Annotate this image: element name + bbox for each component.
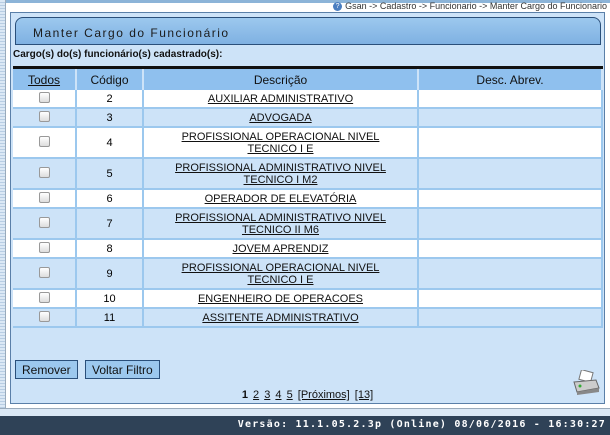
row-descricao-link[interactable]: PROFISSIONAL OPERACIONAL NIVEL TECNICO I… xyxy=(181,261,380,286)
row-descricao-link[interactable]: AUXILIAR ADMINISTRATIVO xyxy=(207,92,354,105)
page-title: Manter Cargo do Funcionário xyxy=(15,17,601,45)
row-checkbox[interactable] xyxy=(38,191,50,203)
row-codigo: 10 xyxy=(77,290,144,309)
row-abrev xyxy=(419,290,603,309)
row-checkbox[interactable] xyxy=(38,266,50,278)
row-descricao-link[interactable]: JOVEM APRENDIZ xyxy=(232,242,329,255)
row-codigo: 7 xyxy=(77,209,144,240)
row-abrev xyxy=(419,190,603,209)
row-abrev xyxy=(419,209,603,240)
row-codigo: 5 xyxy=(77,159,144,190)
row-abrev xyxy=(419,109,603,128)
row-checkbox[interactable] xyxy=(38,110,50,122)
select-all-link[interactable]: Todos xyxy=(27,72,61,87)
version-footer: Versão: 11.1.05.2.3p (Online) 08/06/2016… xyxy=(0,416,610,435)
row-descricao-link[interactable]: PROFISSIONAL ADMINISTRATIVO NIVEL TECNIC… xyxy=(175,211,386,236)
table-row: 8 JOVEM APRENDIZ xyxy=(13,240,603,259)
table-row: 3 ADVOGADA xyxy=(13,109,603,128)
pagination: 1 2 3 4 5 [Próximos] [13] xyxy=(11,389,604,401)
breadcrumb: ? Gsan -> Cadastro -> Funcionario -> Mant… xyxy=(333,1,607,11)
printer-icon[interactable] xyxy=(571,370,601,396)
table-row: 2 AUXILIAR ADMINISTRATIVO xyxy=(13,90,603,109)
row-codigo: 8 xyxy=(77,240,144,259)
row-checkbox[interactable] xyxy=(38,291,50,303)
row-descricao-link[interactable]: OPERADOR DE ELEVATÓRIA xyxy=(204,192,357,205)
col-abrev: Desc. Abrev. xyxy=(419,69,603,90)
row-abrev xyxy=(419,128,603,159)
row-codigo: 2 xyxy=(77,90,144,109)
row-codigo: 6 xyxy=(77,190,144,209)
row-abrev xyxy=(419,90,603,109)
page-link[interactable]: 4 xyxy=(275,389,282,401)
help-icon[interactable]: ? xyxy=(333,1,343,11)
row-codigo: 3 xyxy=(77,109,144,128)
row-checkbox[interactable] xyxy=(38,216,50,228)
row-abrev xyxy=(419,240,603,259)
col-descricao: Descrição xyxy=(144,69,419,90)
main-panel: Manter Cargo do Funcionário Cargo(s) do(… xyxy=(10,12,605,404)
list-subtitle: Cargo(s) do(s) funcionário(s) cadastrado… xyxy=(13,49,223,60)
row-codigo: 4 xyxy=(77,128,144,159)
cargo-table: Todos Código Descrição Desc. Abrev. 2 AU… xyxy=(13,66,603,328)
row-checkbox[interactable] xyxy=(38,91,50,103)
left-menu-bar xyxy=(0,0,6,408)
row-abrev xyxy=(419,259,603,290)
table-row: 7 PROFISSIONAL ADMINISTRATIVO NIVEL TECN… xyxy=(13,209,603,240)
row-codigo: 11 xyxy=(77,309,144,328)
table-row: 11 ASSITENTE ADMINISTRATIVO xyxy=(13,309,603,328)
row-descricao-link[interactable]: ASSITENTE ADMINISTRATIVO xyxy=(202,311,359,324)
last-page-link[interactable]: [13] xyxy=(354,389,374,401)
row-abrev xyxy=(419,159,603,190)
breadcrumb-text: Gsan -> Cadastro -> Funcionario -> Mante… xyxy=(345,1,607,11)
table-row: 9 PROFISSIONAL OPERACIONAL NIVEL TECNICO… xyxy=(13,259,603,290)
page-current: 1 xyxy=(241,389,248,401)
page-link[interactable]: 3 xyxy=(264,389,271,401)
row-checkbox[interactable] xyxy=(38,166,50,178)
row-checkbox[interactable] xyxy=(38,241,50,253)
row-descricao-link[interactable]: PROFISSIONAL OPERACIONAL NIVEL TECNICO I… xyxy=(181,130,380,155)
table-row: 6 OPERADOR DE ELEVATÓRIA xyxy=(13,190,603,209)
top-strip xyxy=(0,0,610,3)
table-row: 5 PROFISSIONAL ADMINISTRATIVO NIVEL TECN… xyxy=(13,159,603,190)
next-pages-link[interactable]: [Próximos] xyxy=(297,389,350,401)
page-link[interactable]: 2 xyxy=(253,389,260,401)
row-abrev xyxy=(419,309,603,328)
row-descricao-link[interactable]: PROFISSIONAL ADMINISTRATIVO NIVEL TECNIC… xyxy=(175,161,386,186)
remover-button[interactable]: Remover xyxy=(15,360,78,379)
page-link[interactable]: 5 xyxy=(286,389,293,401)
row-checkbox[interactable] xyxy=(38,135,50,147)
row-codigo: 9 xyxy=(77,259,144,290)
table-row: 4 PROFISSIONAL OPERACIONAL NIVEL TECNICO… xyxy=(13,128,603,159)
table-row: 10 ENGENHEIRO DE OPERACOES xyxy=(13,290,603,309)
separator xyxy=(0,408,610,416)
row-descricao-link[interactable]: ENGENHEIRO DE OPERACOES xyxy=(197,292,364,305)
voltar-filtro-button[interactable]: Voltar Filtro xyxy=(85,360,160,379)
row-descricao-link[interactable]: ADVOGADA xyxy=(249,111,312,124)
row-checkbox[interactable] xyxy=(38,310,50,322)
col-codigo: Código xyxy=(77,69,144,90)
